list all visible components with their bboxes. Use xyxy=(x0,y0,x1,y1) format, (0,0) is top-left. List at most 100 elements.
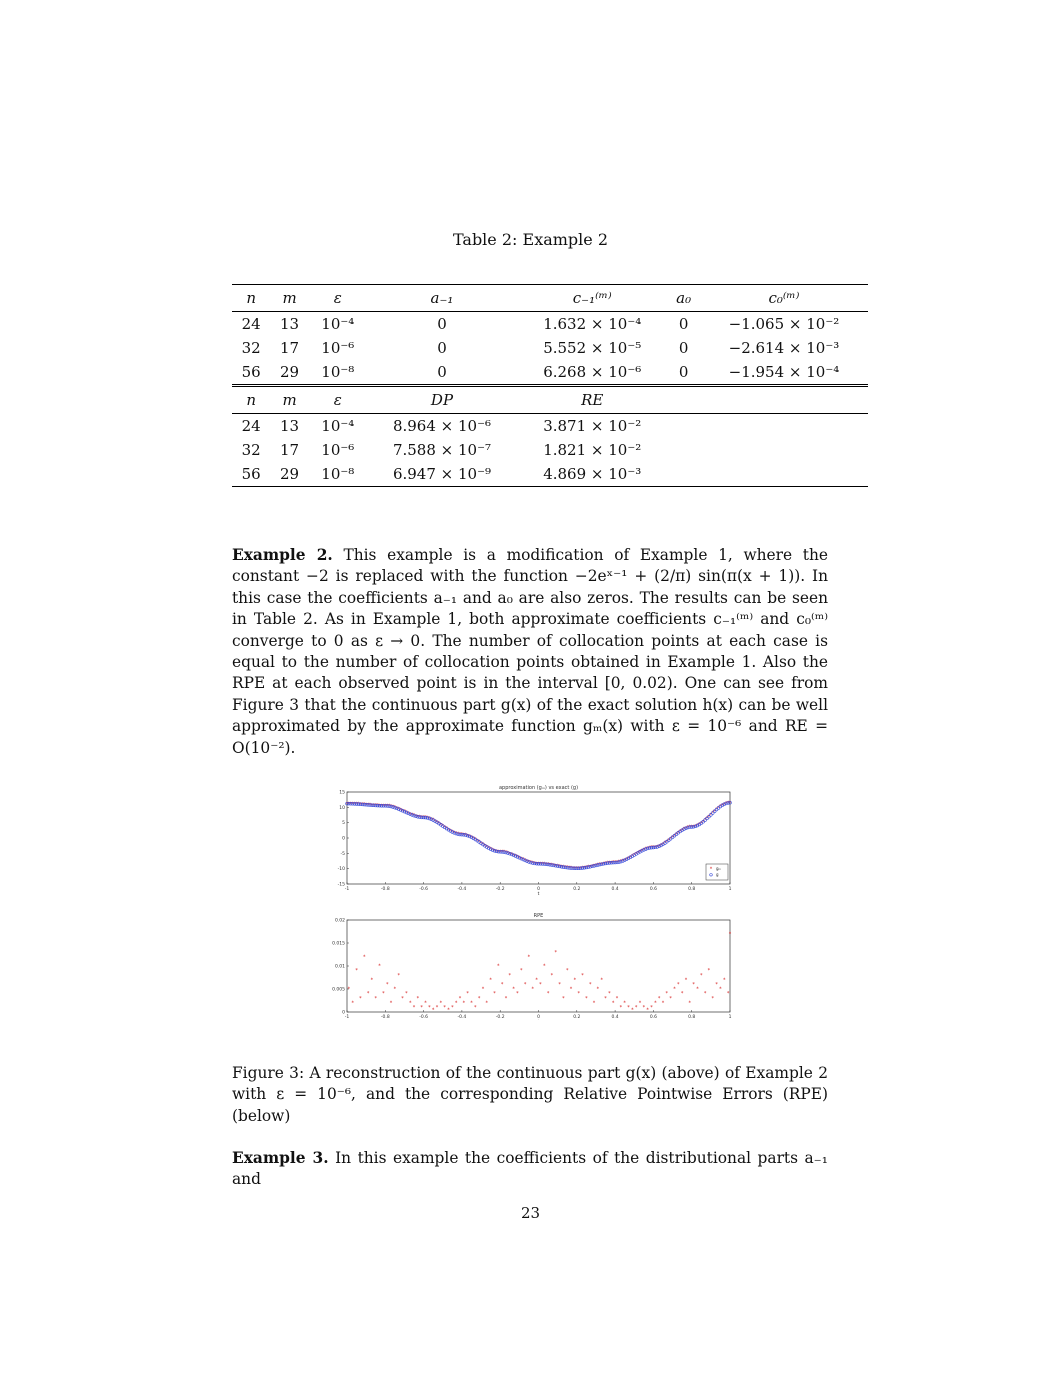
series-marker-gₘ: * xyxy=(629,855,632,861)
table-cell: 10⁻⁸ xyxy=(321,363,355,381)
series-marker-gₘ: * xyxy=(541,861,544,867)
series-marker-g xyxy=(456,832,460,836)
results-table: n m ε a₋₁ c₋₁⁽ᵐ⁾ a₀ c₀⁽ᵐ⁾ 24 13 10⁻⁴ 0 1… xyxy=(232,284,868,487)
series-marker-g xyxy=(393,805,397,810)
series-marker-rpe: * xyxy=(600,977,603,983)
series-marker-gₘ: * xyxy=(662,842,665,848)
series-marker-g xyxy=(552,863,556,868)
series-marker-gₘ: * xyxy=(420,815,423,821)
series-marker-rpe: * xyxy=(424,1000,427,1006)
series-marker-rpe: * xyxy=(685,977,688,983)
series-marker-rpe: * xyxy=(359,996,362,1002)
example-2-text: This example is a modification of Exampl… xyxy=(232,546,828,757)
table-cell: 0 xyxy=(437,315,447,333)
series-marker-g xyxy=(622,858,627,862)
series-marker-gₘ: * xyxy=(595,863,598,869)
series-marker-g xyxy=(607,861,612,865)
series-marker-g xyxy=(624,857,629,861)
series-marker-g xyxy=(596,863,600,867)
series-marker-g xyxy=(450,830,455,834)
series-marker-rpe: * xyxy=(589,982,592,988)
header-cell: RE xyxy=(517,384,668,414)
series-marker-rpe: * xyxy=(669,996,672,1002)
series-marker-g xyxy=(544,862,548,866)
series-marker-g xyxy=(504,850,508,855)
legend-marker xyxy=(709,873,713,877)
series-marker-gₘ: * xyxy=(419,815,422,821)
header-cell: m xyxy=(270,284,309,312)
series-marker-rpe: * xyxy=(608,991,611,997)
series-marker-gₘ: * xyxy=(646,846,649,852)
series-marker-gₘ: * xyxy=(545,862,548,868)
series-marker-gₘ: * xyxy=(599,862,602,868)
series-marker-g xyxy=(508,851,512,856)
series-marker-g xyxy=(509,852,514,857)
series-marker-gₘ: * xyxy=(643,847,646,853)
series-marker-gₘ: * xyxy=(373,803,376,809)
series-marker-rpe: * xyxy=(554,950,557,956)
series-marker-rpe: * xyxy=(443,1005,446,1011)
series-marker-rpe: * xyxy=(666,991,669,997)
series-marker-g xyxy=(527,860,531,864)
series-marker-g xyxy=(617,860,621,864)
series-marker-g xyxy=(653,845,658,850)
x-tick-label: 0.8 xyxy=(688,1014,695,1020)
header-cell xyxy=(667,384,700,414)
series-marker-rpe: * xyxy=(436,1005,439,1011)
series-marker-gₘ: * xyxy=(474,837,477,843)
series-marker-g xyxy=(554,864,558,868)
x-tick-label: 0.2 xyxy=(573,886,580,892)
header-cell: n xyxy=(232,384,271,414)
series-marker-gₘ: * xyxy=(348,801,351,807)
series-marker-g xyxy=(642,848,646,852)
series-marker-rpe: * xyxy=(585,996,588,1002)
series-marker-g xyxy=(711,811,715,815)
series-marker-gₘ: * xyxy=(374,803,377,809)
series-marker-g xyxy=(571,866,575,870)
series-marker-rpe: * xyxy=(539,982,542,988)
series-marker-gₘ: * xyxy=(622,859,625,865)
series-marker-gₘ: * xyxy=(376,803,379,809)
series-marker-g xyxy=(613,860,617,865)
x-tick-label: -1 xyxy=(345,1014,350,1020)
series-marker-gₘ: * xyxy=(576,866,579,872)
header-cell xyxy=(699,384,868,414)
series-marker-gₘ: * xyxy=(666,839,669,845)
series-marker-g xyxy=(383,804,387,808)
series-marker-gₘ: * xyxy=(673,833,676,839)
series-marker-g xyxy=(423,815,428,820)
series-marker-rpe: * xyxy=(482,987,485,993)
series-marker-rpe: * xyxy=(593,1000,596,1006)
table-cell xyxy=(667,462,700,487)
x-tick-label: 0.4 xyxy=(612,1014,619,1020)
series-marker-rpe: * xyxy=(673,987,676,993)
plot-frame xyxy=(346,791,731,885)
series-marker-g xyxy=(638,850,642,854)
series-marker-rpe: * xyxy=(643,1005,646,1011)
series-marker-gₘ: * xyxy=(692,824,695,830)
series-marker-g xyxy=(577,866,581,871)
series-marker-rpe: * xyxy=(432,1007,435,1013)
series-marker-gₘ: * xyxy=(574,866,577,872)
series-marker-g xyxy=(728,801,732,805)
series-marker-gₘ: * xyxy=(729,800,732,806)
series-marker-g xyxy=(592,864,596,868)
series-marker-rpe: * xyxy=(612,1000,615,1006)
series-marker-gₘ: * xyxy=(635,851,638,857)
header-cell: ε xyxy=(308,384,367,414)
series-marker-gₘ: * xyxy=(476,838,479,844)
y-tick-label: 5 xyxy=(342,820,345,826)
series-marker-gₘ: * xyxy=(602,861,605,867)
plot-title: RPE xyxy=(534,913,544,919)
series-marker-g xyxy=(416,815,420,819)
series-marker-gₘ: * xyxy=(351,801,354,807)
page-number: 23 xyxy=(520,1204,541,1222)
series-marker-g xyxy=(458,832,462,837)
table-cell: 1.821 × 10⁻² xyxy=(543,441,642,459)
series-marker-rpe: * xyxy=(459,996,462,1002)
series-marker-g xyxy=(381,804,386,808)
series-marker-rpe: * xyxy=(528,954,531,960)
series-marker-gₘ: * xyxy=(572,866,575,872)
series-marker-g xyxy=(454,831,458,836)
series-marker-gₘ: * xyxy=(434,819,437,825)
